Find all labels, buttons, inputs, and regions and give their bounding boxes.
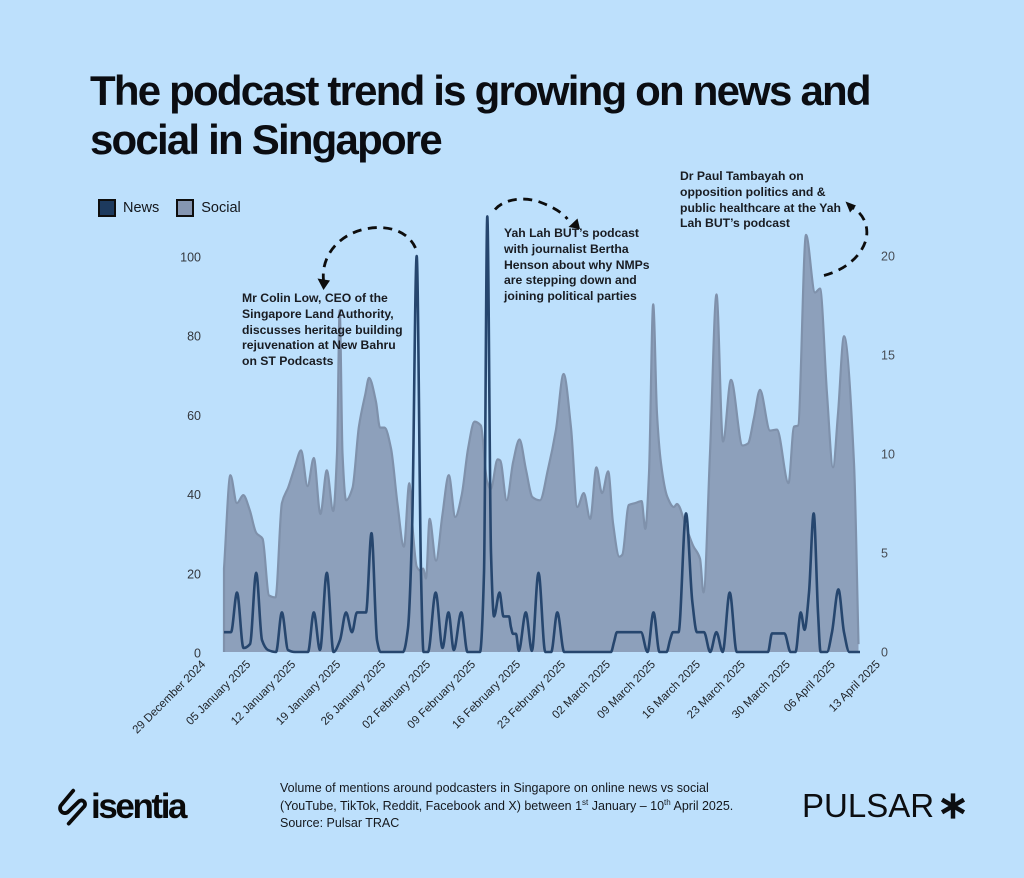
svg-text:20: 20 — [881, 250, 895, 264]
svg-text:20: 20 — [187, 567, 201, 581]
svg-text:29 December 2024: 29 December 2024 — [131, 658, 209, 736]
svg-text:100: 100 — [180, 251, 201, 265]
svg-text:80: 80 — [187, 330, 201, 344]
svg-text:isentia: isentia — [91, 787, 188, 826]
svg-text:5: 5 — [881, 547, 888, 561]
svg-text:60: 60 — [187, 409, 201, 423]
svg-text:0: 0 — [881, 646, 888, 660]
svg-text:40: 40 — [187, 488, 201, 502]
svg-text:0: 0 — [194, 647, 201, 661]
svg-text:10: 10 — [881, 448, 895, 462]
svg-text:15: 15 — [881, 349, 895, 363]
